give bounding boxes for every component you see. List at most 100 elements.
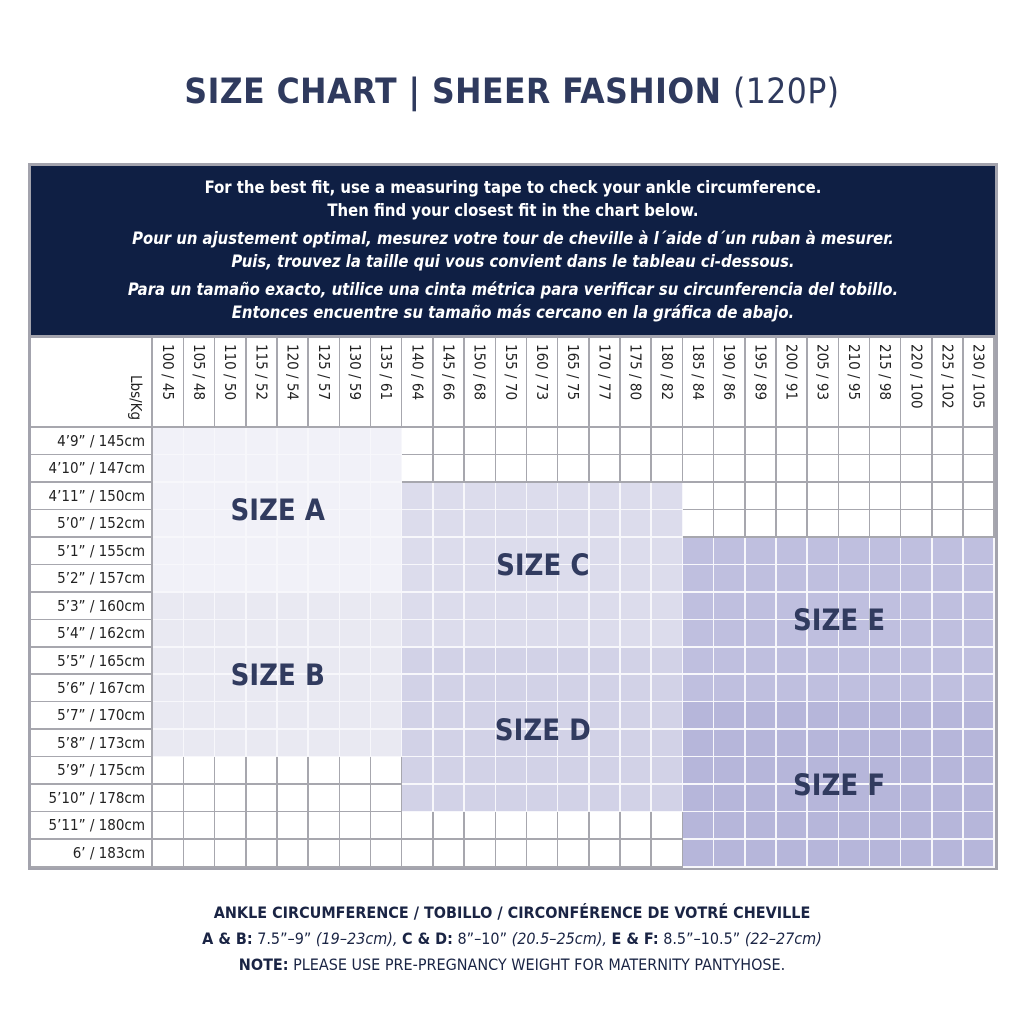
grid-cell (932, 784, 965, 813)
grid-cell (683, 812, 715, 841)
grid-cell (714, 565, 746, 594)
grid-cell (402, 537, 435, 566)
grid-cell (870, 428, 902, 456)
title-code: (120P) (732, 72, 840, 112)
grid-cell (901, 702, 934, 731)
grid-cell (651, 428, 684, 456)
grid-cell (527, 647, 559, 676)
grid-cell (215, 702, 248, 731)
grid-cell (308, 729, 341, 758)
height-row-label: 5’5” / 165cm (31, 647, 153, 676)
grid-cell (932, 537, 965, 566)
grid-cell (215, 428, 248, 456)
grid-cell (683, 455, 715, 484)
page-title: SIZE CHART | SHEER FASHION (120P) (0, 72, 1024, 112)
grid-cell (901, 428, 934, 456)
grid-cell (277, 455, 310, 484)
ankle-ranges: A & B: 7.5”–9” (19–23cm), C & D: 8”–10” … (0, 926, 1024, 952)
weight-label: 215 / 98 (876, 344, 895, 401)
grid-cell (683, 510, 715, 539)
height-row-label: 4’10” / 147cm (31, 455, 153, 484)
grid-cell (932, 565, 965, 594)
grid-cell (776, 620, 809, 648)
weight-column-header: 165 / 75 (558, 338, 591, 428)
size-label-f: SIZE F (792, 767, 886, 802)
grid-cell (184, 757, 216, 786)
grid-cell (714, 620, 746, 648)
grid-cell (371, 812, 403, 841)
grid-cell (901, 757, 934, 786)
grid-cell (651, 592, 684, 621)
weight-column-header: 130 / 59 (340, 338, 372, 428)
cd-label: C & D: (402, 929, 453, 948)
grid-cell (745, 812, 778, 841)
grid-cell (745, 757, 778, 786)
grid-cell (807, 674, 840, 703)
grid-cell (683, 839, 715, 868)
grid-cell (714, 455, 746, 484)
grid-cell (714, 428, 746, 456)
grid-cell (776, 565, 809, 594)
grid-cell (308, 537, 341, 566)
grid-cell (277, 757, 310, 786)
grid-cell (589, 455, 622, 484)
grid-cell (620, 812, 653, 841)
grid-cell (340, 510, 372, 539)
grid-cell (589, 784, 622, 813)
grid-cell (433, 620, 466, 648)
note-text: PLEASE USE PRE-PREGNANCY WEIGHT FOR MATE… (293, 955, 786, 974)
grid-cell (776, 839, 809, 868)
grid-cell (683, 674, 715, 703)
grid-cell (402, 784, 435, 813)
weight-label: 145 / 66 (439, 344, 458, 401)
grid-cell (839, 455, 871, 484)
height-row-label: 5’2” / 157cm (31, 565, 153, 594)
grid-cell (651, 482, 684, 511)
grid-cell (433, 757, 466, 786)
grid-cell (589, 428, 622, 456)
grid-cell (901, 482, 934, 511)
grid-cell (932, 702, 965, 731)
title-main: SIZE CHART | SHEER FASHION (184, 72, 722, 112)
grid-cell (464, 784, 497, 813)
size-chart-table: For the best fit, use a measuring tape t… (28, 163, 998, 870)
grid-cell (402, 647, 435, 676)
grid-cell (464, 812, 497, 841)
grid-cell (839, 510, 871, 539)
height-row-label: 5’1” / 155cm (31, 537, 153, 566)
weight-column-header: 215 / 98 (870, 338, 902, 428)
grid-cell (184, 647, 216, 676)
weight-column-header: 200 / 91 (776, 338, 809, 428)
grid-cell (558, 757, 591, 786)
grid-cell (184, 455, 216, 484)
grid-cell (496, 812, 528, 841)
grid-cell (776, 647, 809, 676)
grid-cell (246, 757, 279, 786)
grid-cell (464, 757, 497, 786)
grid-cell (277, 620, 310, 648)
grid-cell (153, 757, 185, 786)
grid-cell (433, 729, 466, 758)
grid-cell (963, 784, 996, 813)
grid-cell (464, 729, 497, 758)
grid-cell (433, 482, 466, 511)
grid-cell (184, 839, 216, 868)
grid-cell (153, 702, 185, 731)
grid-cell (464, 647, 497, 676)
weight-column-header: 220 / 100 (901, 338, 934, 428)
grid-cell (246, 537, 279, 566)
grid-cell (683, 784, 715, 813)
weight-label: 230 / 105 (969, 344, 988, 409)
grid-cell (683, 620, 715, 648)
grid-cell (153, 812, 185, 841)
instruction-en-1: For the best fit, use a measuring tape t… (204, 178, 822, 197)
grid-cell (963, 729, 996, 758)
grid-cell (215, 674, 248, 703)
grid-cell (963, 428, 996, 456)
grid-cell (901, 592, 934, 621)
grid-cell (402, 510, 435, 539)
weight-label: 185 / 84 (688, 344, 707, 401)
grid-cell (839, 537, 871, 566)
grid-cell (683, 647, 715, 676)
grid-cell (433, 647, 466, 676)
